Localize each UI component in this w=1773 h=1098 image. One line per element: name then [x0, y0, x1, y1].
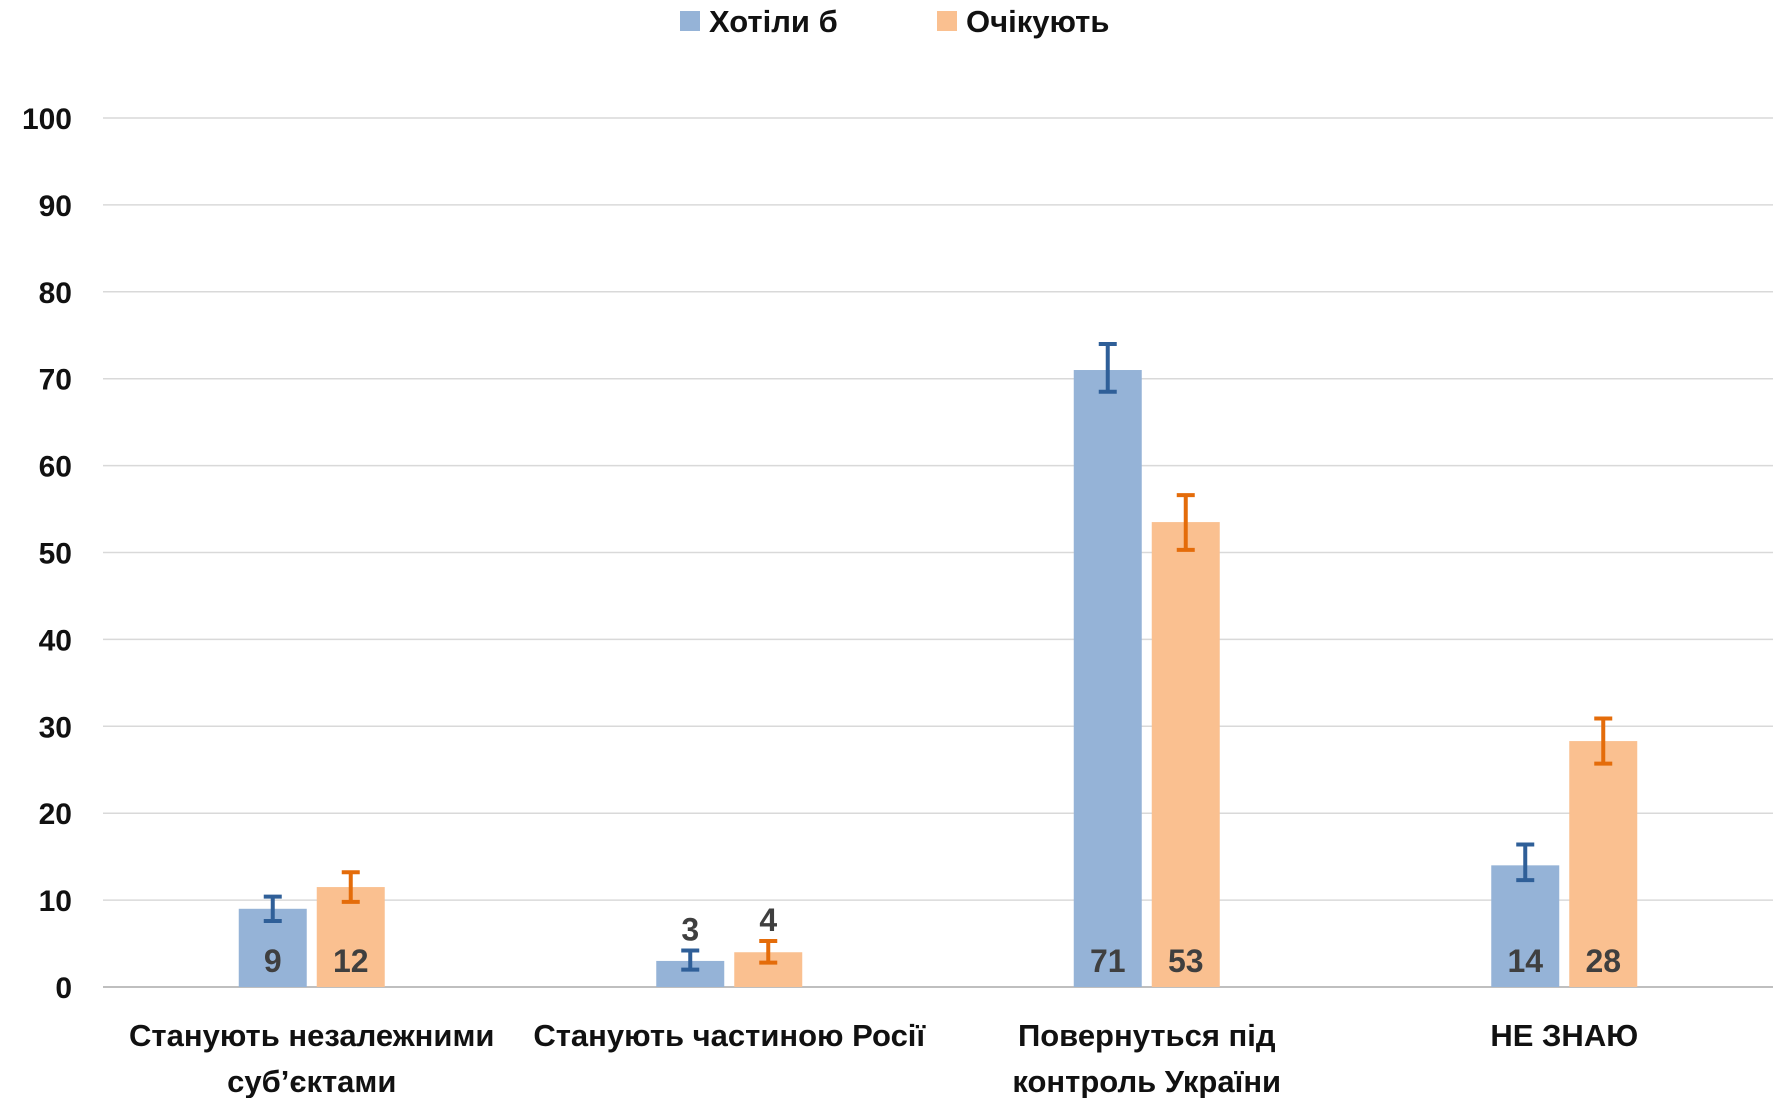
bar	[1491, 865, 1560, 987]
data-label: 71	[1090, 943, 1126, 979]
error-bar	[1176, 493, 1195, 552]
category-label: контроль України	[1012, 1064, 1281, 1098]
data-label: 12	[333, 943, 369, 979]
error-bar	[759, 938, 778, 965]
category-label: НЕ ЗНАЮ	[1490, 1018, 1638, 1053]
y-tick-label: 0	[55, 972, 72, 1005]
data-label: 3	[681, 912, 699, 948]
y-tick-label: 30	[39, 711, 72, 744]
data-label: 4	[759, 902, 777, 938]
y-tick-label: 90	[39, 190, 72, 223]
data-label: 9	[264, 943, 282, 979]
y-tick-label: 60	[39, 451, 72, 484]
bar	[1569, 741, 1638, 987]
data-label: 14	[1507, 943, 1543, 979]
y-tick-label: 20	[39, 798, 72, 831]
error-bar	[341, 870, 360, 904]
y-tick-label: 100	[22, 103, 72, 136]
data-labels: 9 12 3 4 71 53 14 28	[264, 902, 1621, 979]
gridlines	[103, 117, 1773, 988]
y-tick-label: 70	[39, 364, 72, 397]
error-bar	[1098, 341, 1117, 394]
error-bar	[263, 894, 282, 923]
y-tick-label: 10	[39, 885, 72, 918]
category-label: Станують незалежними	[129, 1018, 494, 1053]
legend-swatch	[680, 11, 700, 31]
category-label: Повернуться під	[1018, 1018, 1276, 1053]
legend-label: Очікують	[966, 4, 1109, 39]
error-bar	[681, 948, 700, 972]
legend-label: Хотіли б	[709, 4, 838, 39]
error-bars	[263, 341, 1613, 972]
data-label: 28	[1585, 943, 1621, 979]
bar	[1151, 522, 1220, 987]
category-label: Станують частиною Росії	[533, 1018, 926, 1053]
y-tick-label: 80	[39, 277, 72, 310]
legend: Хотіли б Очікують	[680, 4, 1109, 39]
error-bar	[1594, 716, 1613, 766]
bars	[238, 370, 1638, 987]
y-axis-ticks: 0 10 20 30 40 50 60 70 80 90 100	[22, 103, 72, 1005]
data-label: 53	[1168, 943, 1204, 979]
error-bar	[1516, 842, 1535, 883]
bar	[1073, 370, 1142, 987]
legend-swatch	[937, 11, 957, 31]
y-tick-label: 40	[39, 624, 72, 657]
category-label: суб’єктами	[227, 1064, 396, 1098]
category-labels: Станують незалежними суб’єктами Станують ч…	[129, 1018, 1638, 1098]
y-tick-label: 50	[39, 538, 72, 571]
